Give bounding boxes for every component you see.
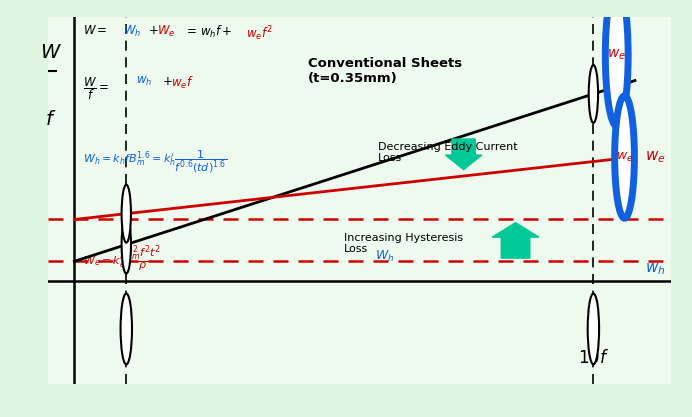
Text: $w_e f^2$: $w_e f^2$	[246, 24, 273, 43]
Circle shape	[588, 294, 599, 364]
Text: $f$: $f$	[121, 349, 131, 367]
Text: $W$: $W$	[40, 43, 62, 62]
Circle shape	[606, 0, 628, 126]
Text: $W_h=k_h f B_m^{1.6}=k_h^{\prime}\dfrac{1}{f^{0.6}(td)^{1.6}}$: $W_h=k_h f B_m^{1.6}=k_h^{\prime}\dfrac{…	[83, 149, 227, 175]
Text: $w_h$: $w_h$	[136, 75, 152, 88]
FancyArrow shape	[492, 223, 539, 258]
Circle shape	[589, 65, 598, 123]
Text: $w_e$: $w_e$	[608, 48, 626, 63]
Text: Conventional Sheets
(t=0.35mm): Conventional Sheets (t=0.35mm)	[308, 58, 462, 85]
Text: $W_e$: $W_e$	[157, 24, 176, 39]
Text: $w_e$: $w_e$	[616, 151, 633, 163]
Circle shape	[120, 294, 132, 364]
Text: $+$: $+$	[162, 75, 172, 88]
Text: $W=$: $W=$	[83, 24, 107, 37]
Text: $=\,w_h f+$: $=\,w_h f+$	[184, 24, 233, 40]
Text: $W_h$: $W_h$	[375, 249, 394, 264]
Circle shape	[122, 185, 131, 243]
Text: $w_e$: $w_e$	[645, 149, 666, 165]
Text: $w_e f$: $w_e f$	[171, 75, 194, 91]
Circle shape	[614, 96, 635, 218]
Text: $w_h$: $w_h$	[645, 261, 666, 277]
Text: $f$: $f$	[46, 110, 57, 129]
Text: $W_h$: $W_h$	[123, 24, 141, 39]
Text: $10f$: $10f$	[578, 349, 609, 367]
Circle shape	[122, 216, 131, 274]
Text: Decreasing Eddy Current
Loss: Decreasing Eddy Current Loss	[378, 142, 518, 163]
Text: $+$: $+$	[148, 24, 158, 37]
Text: $\dfrac{W}{f}=$: $\dfrac{W}{f}=$	[83, 75, 109, 102]
FancyArrow shape	[446, 139, 482, 170]
Text: $W_e=k_e^{\prime}\dfrac{B_m^2 f^2 t^2}{\rho}$: $W_e=k_e^{\prime}\dfrac{B_m^2 f^2 t^2}{\…	[83, 244, 162, 275]
Text: Increasing Hysteresis
Loss: Increasing Hysteresis Loss	[344, 233, 464, 254]
